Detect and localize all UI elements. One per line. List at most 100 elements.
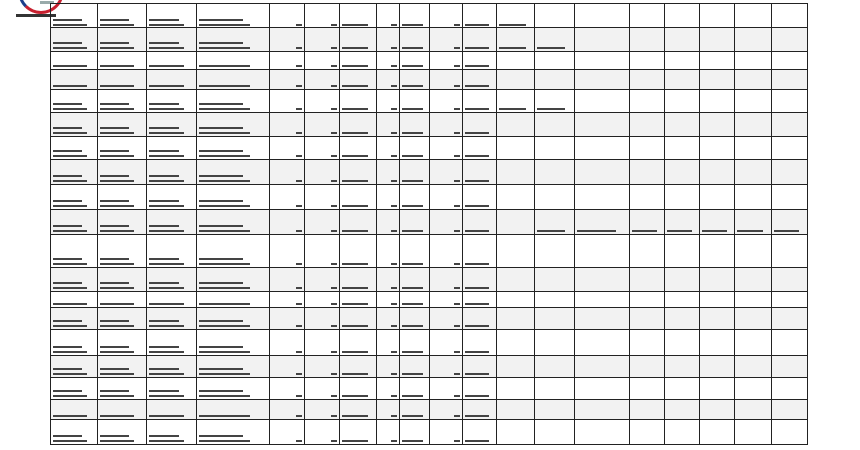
table-cell[interactable] [340, 70, 377, 90]
table-cell[interactable] [270, 235, 305, 268]
table-cell[interactable] [463, 90, 497, 113]
table-cell[interactable] [50, 28, 98, 52]
table-cell[interactable] [535, 356, 575, 378]
table-cell[interactable] [305, 210, 340, 235]
table-cell[interactable] [735, 378, 772, 400]
table-cell[interactable] [535, 378, 575, 400]
table-cell[interactable] [197, 378, 270, 400]
table-cell[interactable] [340, 3, 377, 28]
table-cell[interactable] [665, 3, 700, 28]
table-cell[interactable] [665, 378, 700, 400]
table-cell[interactable] [665, 28, 700, 52]
table-cell[interactable] [497, 52, 535, 70]
table-cell[interactable] [270, 185, 305, 210]
table-cell[interactable] [147, 420, 197, 445]
table-cell[interactable] [377, 420, 400, 445]
table-cell[interactable] [377, 210, 400, 235]
table-cell[interactable] [700, 28, 735, 52]
table-cell[interactable] [630, 330, 665, 356]
table-cell[interactable] [50, 330, 98, 356]
table-cell[interactable] [630, 70, 665, 90]
table-cell[interactable] [400, 52, 430, 70]
table-cell[interactable] [665, 90, 700, 113]
table-cell[interactable] [497, 400, 535, 420]
table-cell[interactable] [665, 210, 700, 235]
table-cell[interactable] [98, 113, 147, 137]
table-cell[interactable] [535, 3, 575, 28]
table-cell[interactable] [535, 52, 575, 70]
table-cell[interactable] [305, 378, 340, 400]
table-cell[interactable] [377, 90, 400, 113]
table-cell[interactable] [197, 90, 270, 113]
table-cell[interactable] [197, 292, 270, 308]
table-cell[interactable] [400, 268, 430, 292]
table-cell[interactable] [463, 400, 497, 420]
table-cell[interactable] [735, 210, 772, 235]
table-cell[interactable] [305, 400, 340, 420]
table-cell[interactable] [772, 113, 808, 137]
table-cell[interactable] [735, 113, 772, 137]
table-cell[interactable] [50, 90, 98, 113]
table-cell[interactable] [772, 308, 808, 330]
table-cell[interactable] [340, 160, 377, 185]
table-cell[interactable] [630, 235, 665, 268]
table-cell[interactable] [430, 268, 463, 292]
table-cell[interactable] [463, 160, 497, 185]
table-cell[interactable] [630, 160, 665, 185]
table-cell[interactable] [270, 52, 305, 70]
table-cell[interactable] [497, 28, 535, 52]
table-cell[interactable] [400, 113, 430, 137]
table-cell[interactable] [197, 210, 270, 235]
table-cell[interactable] [197, 400, 270, 420]
table-cell[interactable] [630, 28, 665, 52]
table-cell[interactable] [497, 330, 535, 356]
table-cell[interactable] [772, 185, 808, 210]
table-cell[interactable] [700, 52, 735, 70]
table-cell[interactable] [665, 160, 700, 185]
table-cell[interactable] [497, 268, 535, 292]
table-cell[interactable] [497, 160, 535, 185]
table-cell[interactable] [430, 70, 463, 90]
table-cell[interactable] [305, 268, 340, 292]
table-cell[interactable] [270, 292, 305, 308]
table-cell[interactable] [270, 308, 305, 330]
table-cell[interactable] [98, 3, 147, 28]
table-cell[interactable] [700, 420, 735, 445]
table-cell[interactable] [197, 268, 270, 292]
table-cell[interactable] [497, 137, 535, 160]
table-cell[interactable] [377, 113, 400, 137]
table-cell[interactable] [735, 3, 772, 28]
table-cell[interactable] [340, 113, 377, 137]
table-cell[interactable] [772, 160, 808, 185]
table-cell[interactable] [700, 235, 735, 268]
table-cell[interactable] [147, 28, 197, 52]
table-cell[interactable] [98, 70, 147, 90]
table-cell[interactable] [772, 137, 808, 160]
table-cell[interactable] [700, 137, 735, 160]
table-cell[interactable] [463, 292, 497, 308]
table-cell[interactable] [197, 28, 270, 52]
table-cell[interactable] [463, 308, 497, 330]
table-cell[interactable] [772, 3, 808, 28]
table-cell[interactable] [305, 3, 340, 28]
table-cell[interactable] [535, 235, 575, 268]
table-cell[interactable] [377, 378, 400, 400]
table-cell[interactable] [305, 113, 340, 137]
table-cell[interactable] [497, 356, 535, 378]
table-cell[interactable] [772, 210, 808, 235]
table-cell[interactable] [197, 356, 270, 378]
table-cell[interactable] [98, 185, 147, 210]
table-cell[interactable] [50, 420, 98, 445]
table-cell[interactable] [575, 235, 630, 268]
table-cell[interactable] [147, 356, 197, 378]
table-cell[interactable] [400, 3, 430, 28]
table-cell[interactable] [197, 52, 270, 70]
table-cell[interactable] [463, 235, 497, 268]
table-cell[interactable] [400, 185, 430, 210]
table-cell[interactable] [535, 160, 575, 185]
table-cell[interactable] [377, 330, 400, 356]
table-cell[interactable] [400, 308, 430, 330]
table-cell[interactable] [665, 113, 700, 137]
table-cell[interactable] [147, 185, 197, 210]
table-cell[interactable] [535, 185, 575, 210]
